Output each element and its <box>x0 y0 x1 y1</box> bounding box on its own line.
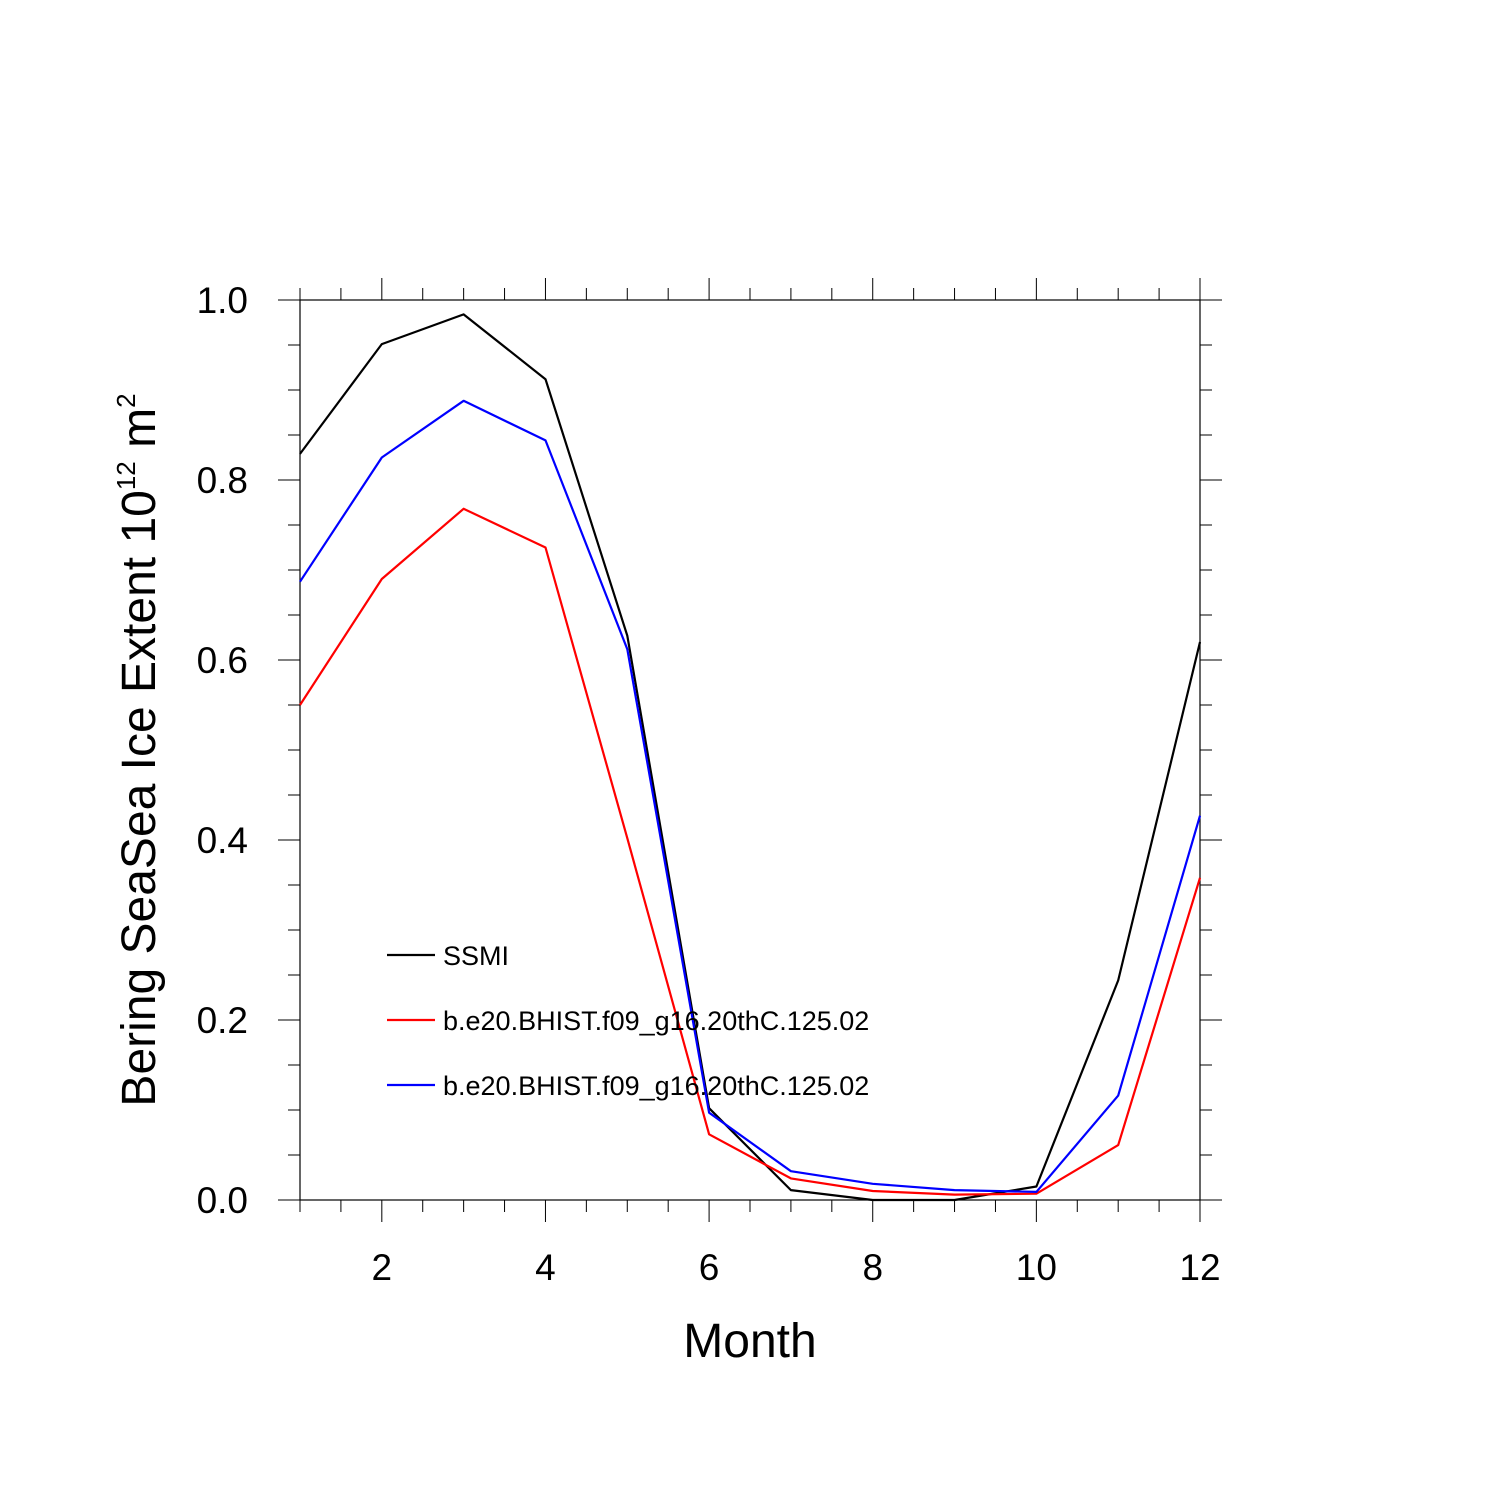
series-line-3 <box>299 399 1202 1194</box>
x-tick-label: 10 <box>1016 1247 1057 1288</box>
series-line-2 <box>299 507 1202 1196</box>
legend-label-2: b.e20.BHIST.f09_g16.20thC.125.02 <box>443 1006 869 1036</box>
y-tick-label: 0.4 <box>197 820 248 861</box>
series-lines <box>299 313 1202 1202</box>
x-axis-title: Month <box>683 1315 816 1368</box>
y-axis-title-unit: m <box>113 408 166 461</box>
legend-label-1: SSMI <box>443 941 509 971</box>
legend-label-3: b.e20.BHIST.f09_g16.20thC.125.02 <box>443 1071 869 1101</box>
x-tick-label: 2 <box>372 1247 393 1288</box>
x-tick-label: 12 <box>1179 1247 1220 1288</box>
x-tick-label: 4 <box>535 1247 556 1288</box>
y-tick-label: 0.8 <box>197 460 248 501</box>
y-tick-labels: 0.0 0.2 0.4 0.6 0.8 1.0 <box>197 280 248 1221</box>
legend: SSMI b.e20.BHIST.f09_g16.20thC.125.02 b.e2… <box>387 941 869 1101</box>
y-axis-title: Bering SeaSea Ice Extent 1012 m2 <box>111 393 166 1106</box>
y-tick-label: 0.2 <box>197 1000 248 1041</box>
y-axis-title-main: Bering SeaSea Ice Extent 10 <box>113 490 166 1106</box>
x-tick-label: 6 <box>699 1247 720 1288</box>
y-axis-title-unit-exponent: 2 <box>111 393 141 407</box>
axis-ticks <box>278 278 1222 1222</box>
plot-frame <box>299 299 1201 1201</box>
plot-area <box>299 299 1201 1201</box>
y-axis-title-exponent: 12 <box>111 461 141 490</box>
x-tick-label: 8 <box>862 1247 883 1288</box>
y-tick-label: 0.0 <box>197 1180 248 1221</box>
y-tick-label: 0.6 <box>197 640 248 681</box>
y-tick-label: 1.0 <box>197 280 248 321</box>
series-line-1 <box>299 313 1202 1202</box>
x-tick-labels: 2 4 6 8 10 12 <box>372 1247 1221 1288</box>
